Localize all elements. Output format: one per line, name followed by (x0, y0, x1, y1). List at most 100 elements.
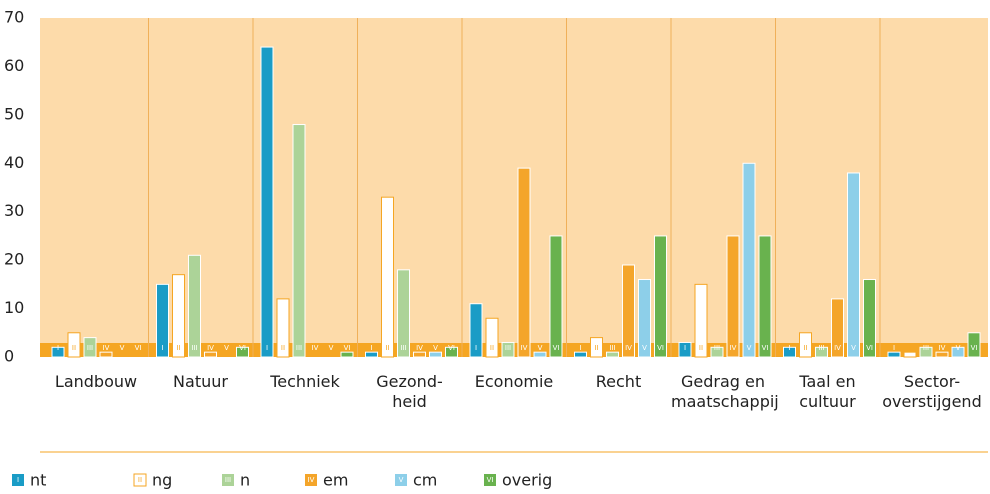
bar-marker: II (490, 344, 494, 352)
bar (742, 162, 756, 358)
bar (654, 235, 667, 358)
bar (445, 346, 458, 358)
bar-marker: I (370, 344, 372, 352)
x-tick-label: Gedrag en maatschappij (671, 372, 779, 411)
bar-marker: III (505, 344, 511, 352)
bar-marker: VI (971, 344, 978, 352)
bar-marker: V (956, 344, 961, 352)
legend-label: overig (502, 471, 552, 490)
bar-marker: IV (103, 344, 110, 352)
bar-marker: III (191, 344, 197, 352)
bar-marker: IV (521, 344, 528, 352)
y-tick-label: 40 (4, 153, 24, 172)
bar-marker: I (579, 344, 581, 352)
bar-marker: IV (207, 344, 214, 352)
bar (485, 317, 499, 358)
bar-marker: II (176, 344, 180, 352)
bar (783, 346, 796, 358)
bar (549, 235, 563, 358)
x-tick-label: Natuur (173, 372, 228, 391)
legend-label: n (240, 471, 250, 490)
bar-marker: IV (939, 344, 946, 352)
legend-swatch (12, 474, 24, 486)
bar (847, 172, 860, 358)
bar (365, 351, 378, 358)
y-tick-label: 20 (4, 250, 24, 269)
bar (156, 283, 169, 358)
bar-marker: V (433, 344, 438, 352)
bar-marker: I (788, 344, 790, 352)
bar (678, 341, 692, 358)
legend-marker: VI (487, 476, 494, 484)
bar-marker: I (893, 344, 895, 352)
bar-marker: VI (762, 344, 769, 352)
legend-swatch (395, 474, 407, 486)
y-tick-label: 0 (4, 347, 14, 366)
bar-marker: III (609, 344, 615, 352)
bar-marker: V (120, 344, 125, 352)
bar (863, 279, 876, 358)
legend-swatch (484, 474, 496, 486)
bar (887, 351, 901, 358)
bar (831, 298, 844, 358)
bar-marker: III (818, 344, 824, 352)
bar (799, 332, 812, 358)
bar-marker: VI (448, 344, 455, 352)
bar-marker: III (87, 344, 93, 352)
bar-marker: V (224, 344, 229, 352)
legend-swatch (133, 473, 147, 487)
bar (276, 298, 290, 358)
bar (260, 46, 274, 358)
x-tick-label: Economie (474, 372, 554, 391)
y-tick-label: 60 (4, 56, 24, 75)
bar-marker: II (908, 344, 912, 352)
bar-marker: I (684, 344, 686, 352)
bar-marker: VI (657, 344, 664, 352)
legend-marker: II (138, 476, 142, 484)
bar (99, 351, 113, 358)
bar (397, 269, 410, 358)
bar (533, 351, 547, 358)
legend-marker: III (225, 476, 231, 484)
bar-marker: II (281, 344, 285, 352)
bar (710, 346, 724, 358)
bar-marker: V (747, 344, 752, 352)
x-tick-label: Gezond- heid (376, 372, 443, 411)
bar-marker: III (714, 344, 720, 352)
legend-label: em (323, 471, 348, 490)
bar-marker: IV (312, 344, 319, 352)
bar-marker: III (400, 344, 406, 352)
x-tick-label: Landbouw (54, 372, 138, 391)
bar (951, 346, 965, 358)
bar (758, 235, 772, 358)
bar-marker: VI (135, 344, 142, 352)
bar (51, 346, 65, 358)
bar-marker: VI (866, 344, 873, 352)
bar (606, 351, 619, 358)
bar (517, 167, 531, 358)
bar (83, 337, 97, 358)
bar-marker: I (161, 344, 163, 352)
legend-marker: V (399, 476, 404, 484)
bar-marker: I (57, 344, 59, 352)
legend-swatch (222, 474, 234, 486)
bar-marker: V (538, 344, 543, 352)
bar-marker: IV (834, 344, 841, 352)
legend-marker: IV (308, 476, 315, 484)
x-tick-label: Taal en cultuur (799, 372, 856, 411)
bar (726, 235, 740, 358)
bar-marker: VI (239, 344, 246, 352)
bar-marker: V (642, 344, 647, 352)
bar (381, 196, 394, 358)
bar-marker: III (923, 344, 929, 352)
bar (340, 351, 354, 358)
bar (204, 351, 217, 358)
bar (967, 332, 981, 358)
bar (919, 346, 933, 358)
y-tick-label: 70 (4, 8, 24, 27)
bar (413, 351, 426, 358)
bar-marker: II (385, 344, 389, 352)
x-tick-label: Techniek (270, 372, 340, 391)
